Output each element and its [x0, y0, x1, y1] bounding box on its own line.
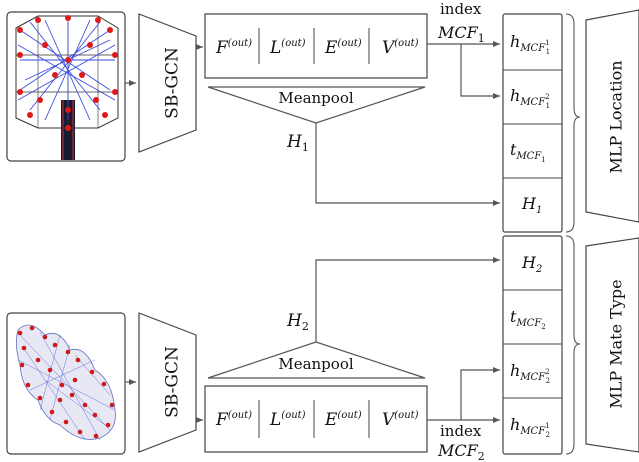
- mlp-mate-type-label: MLP Mate Type: [607, 279, 626, 408]
- top-h-label: H1: [286, 132, 309, 154]
- bottom-meanpool-label: Meanpool: [278, 355, 354, 373]
- bottom-index-mcf-label: MCF2: [437, 441, 485, 462]
- top-model-image: [6, 11, 126, 162]
- column-cell-7: hMCF1 2: [510, 415, 550, 439]
- column-cell-4: H2: [521, 253, 542, 275]
- column-cell-0: hMCF1 1: [510, 32, 550, 56]
- top-index-label: index: [440, 0, 482, 18]
- bottom-meanpool: Meanpool: [207, 341, 426, 379]
- bottom-sbgcn-label: SB-GCN: [163, 346, 183, 418]
- bottom-feature-2: E(out): [324, 410, 362, 430]
- mlp-mate-type-block: MLP Mate Type: [585, 237, 639, 453]
- top-features-box: F(out) L(out) E(out) V(out): [204, 13, 428, 79]
- top-index-mcf-label: MCF1: [437, 23, 485, 45]
- column-cell-5: tMCF2: [510, 307, 546, 331]
- top-sbgcn-block: SB-GCN: [138, 13, 197, 153]
- column-cell-6: hMCF2 2: [510, 361, 550, 385]
- column-cell-2: tMCF1: [510, 140, 546, 164]
- top-meanpool: Meanpool: [207, 86, 426, 124]
- bottom-features-box: F(out) L(out) E(out) V(out): [204, 385, 428, 453]
- top-bracket: [565, 13, 581, 233]
- top-feature-1: L(out): [269, 38, 306, 58]
- bottom-feature-0: F(out): [215, 410, 252, 430]
- arrow-h2-to-column: [315, 257, 500, 342]
- top-feature-0: F(out): [215, 38, 252, 58]
- bottom-sbgcn-block: SB-GCN: [138, 312, 197, 453]
- bottom-h-label: H2: [286, 311, 309, 333]
- bottom-model-image: [6, 312, 126, 455]
- mlp-location-label: MLP Location: [607, 60, 626, 173]
- top-meanpool-label: Meanpool: [278, 89, 354, 107]
- arrow-h1-to-column: [315, 123, 500, 206]
- arrow-index-to-h2: [460, 44, 500, 99]
- mlp-location-block: MLP Location: [585, 9, 639, 223]
- bottom-index-label: index: [440, 422, 482, 440]
- arrow-index-to-h2-2: [460, 367, 500, 420]
- column-cell-3: H1: [521, 194, 542, 216]
- top-feature-3: V(out): [382, 38, 419, 58]
- column-cell-1: hMCF2 1: [510, 86, 550, 110]
- bottom-bracket: [565, 235, 581, 455]
- top-feature-2: E(out): [324, 38, 362, 58]
- bottom-feature-3: V(out): [382, 410, 419, 430]
- top-sbgcn-label: SB-GCN: [163, 47, 183, 119]
- bottom-feature-1: L(out): [269, 410, 306, 430]
- concat-column: hMCF1 1 hMCF2 1 tMCF1 H1 H2 tMCF2 hMCF2 2 hMCF1 2: [502, 13, 563, 455]
